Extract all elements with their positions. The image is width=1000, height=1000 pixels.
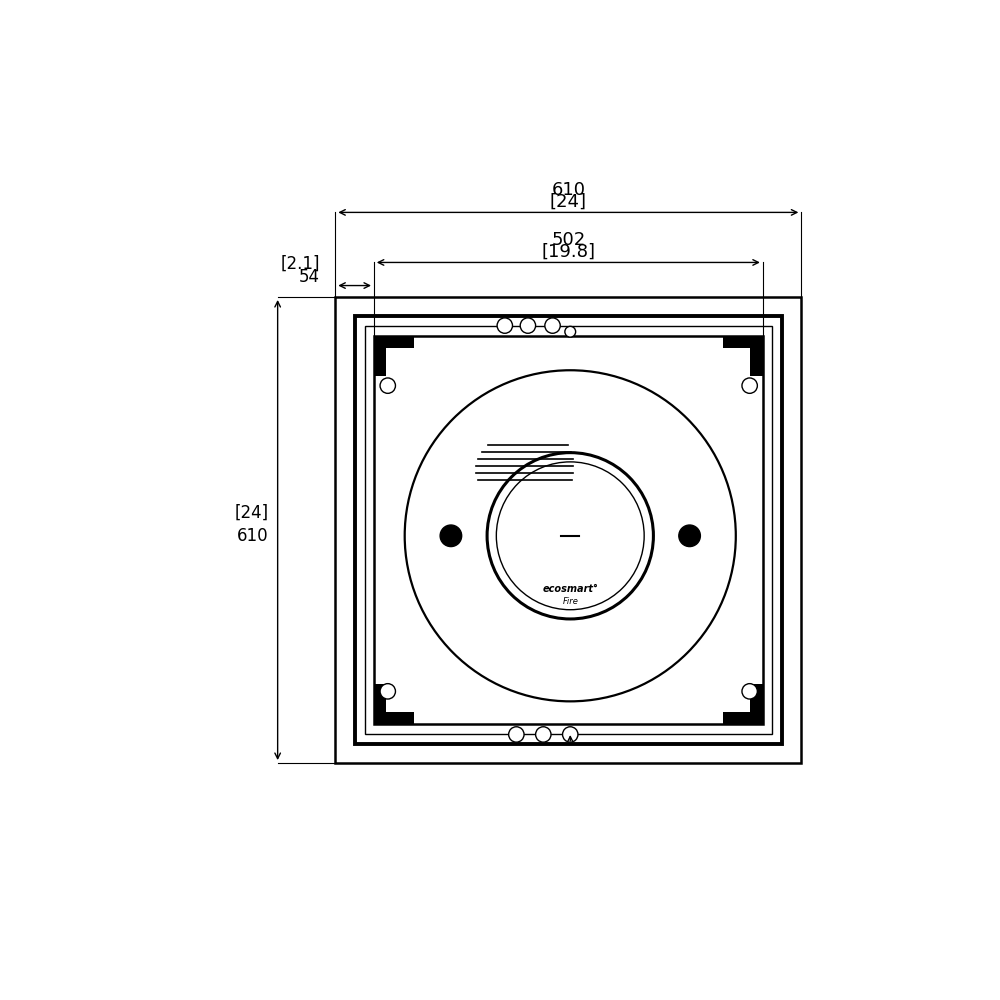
Bar — [335, 297, 801, 763]
Circle shape — [380, 378, 395, 393]
Circle shape — [563, 727, 578, 742]
Text: [19.8]: [19.8] — [541, 243, 595, 261]
Text: ecosmart°: ecosmart° — [542, 584, 598, 594]
Circle shape — [679, 525, 700, 547]
Bar — [374, 336, 414, 348]
Text: 54: 54 — [299, 268, 320, 286]
Text: [2.1]: [2.1] — [280, 255, 320, 273]
Bar — [750, 336, 763, 376]
Text: 610: 610 — [551, 181, 585, 199]
Circle shape — [545, 318, 560, 333]
Circle shape — [509, 727, 524, 742]
Circle shape — [742, 378, 757, 393]
Bar — [355, 316, 782, 744]
Text: 502: 502 — [551, 231, 585, 249]
Text: 610: 610 — [237, 527, 268, 545]
Bar — [750, 684, 763, 724]
Bar — [374, 684, 386, 724]
Circle shape — [536, 727, 551, 742]
Bar — [374, 336, 763, 724]
Circle shape — [380, 684, 395, 699]
Bar — [365, 326, 772, 734]
Text: [24]: [24] — [550, 193, 587, 211]
Bar — [723, 336, 763, 348]
Circle shape — [440, 525, 462, 547]
Text: [24]: [24] — [234, 504, 268, 522]
Circle shape — [520, 318, 536, 333]
Bar — [374, 336, 386, 376]
Circle shape — [497, 318, 512, 333]
Text: Fire: Fire — [562, 597, 578, 606]
Circle shape — [565, 326, 576, 337]
Bar — [723, 712, 763, 724]
Circle shape — [742, 684, 757, 699]
Bar — [374, 712, 414, 724]
